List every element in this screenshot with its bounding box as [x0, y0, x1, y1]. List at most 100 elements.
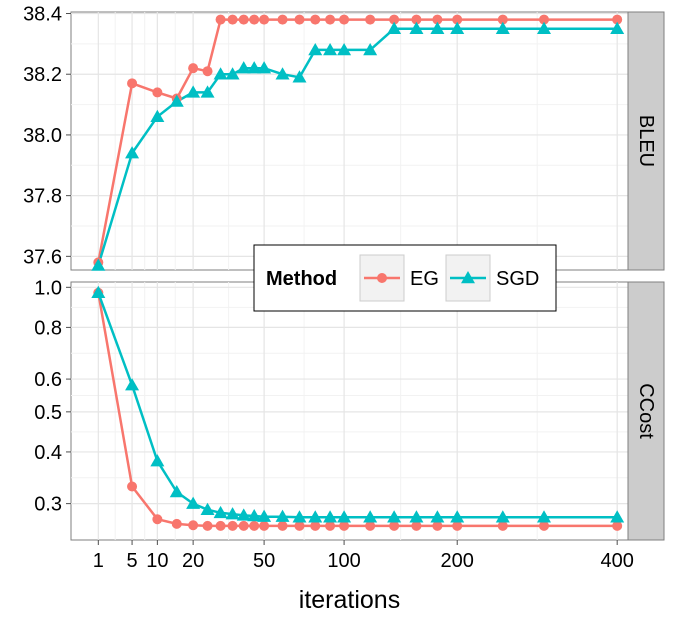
- panel-ccost-series-eg-point: [152, 514, 163, 525]
- panel-ccost-series-sgd-point: [323, 510, 338, 523]
- panel-ccost-series-sgd-point: [610, 510, 625, 523]
- panel-ccost-series-sgd-point: [125, 378, 140, 391]
- panel-ccost-series-sgd-point: [363, 510, 378, 523]
- panel-bleu-series-sgd-point: [213, 67, 228, 80]
- panel-bleu-series-sgd-point: [125, 146, 140, 159]
- panel-ccost-y-tick-label: 0.8: [34, 317, 62, 339]
- panel-bleu-series-eg-point: [612, 14, 623, 25]
- panel-ccost-y-tick-label: 1.0: [34, 277, 62, 299]
- panel-bleu-series-eg-point: [389, 14, 400, 25]
- legend-label-eg: EG: [410, 268, 439, 290]
- panel-ccost-series-sgd-point: [308, 510, 323, 523]
- panel-ccost-series-eg-point: [127, 481, 138, 492]
- x-tick-label: 50: [253, 550, 275, 572]
- panel-bleu-series-sgd-point: [537, 21, 552, 34]
- panel-ccost-series-sgd-point: [337, 510, 352, 523]
- panel-bleu-series-eg-point: [294, 14, 305, 25]
- panel-bleu-series-eg-point: [452, 14, 463, 25]
- panel-ccost-series-eg-point: [259, 520, 270, 531]
- panel-bleu-series-eg-point: [202, 66, 213, 77]
- x-tick-label: 1: [93, 550, 104, 572]
- x-tick-label: 20: [182, 550, 204, 572]
- panel-bleu-series-eg-point: [277, 14, 288, 25]
- panel-bleu-series-sgd-point: [323, 42, 338, 56]
- panel-bleu-y-tick-label: 38.0: [23, 125, 62, 147]
- panel-ccost-series-eg-point: [188, 520, 199, 531]
- panel-ccost-series-eg-point: [612, 520, 623, 531]
- panel-bleu-series-sgd-point: [450, 21, 465, 34]
- panel-bleu-series-sgd-point: [257, 61, 272, 74]
- panel-bleu-series-sgd-point: [430, 21, 445, 34]
- panel-bleu-series-eg-point: [249, 14, 260, 25]
- panel-ccost-series-sgd-point: [409, 510, 424, 523]
- legend-box: [253, 244, 557, 312]
- panel-ccost-series-eg-point: [539, 520, 550, 531]
- panel-bleu-strip: [627, 11, 665, 271]
- panel-bleu-series-sgd-point: [495, 21, 510, 34]
- panel-ccost-series-eg-point: [365, 520, 376, 531]
- panel-bleu-series-sgd-point: [236, 61, 251, 74]
- panel-ccost-series-eg-point: [249, 520, 260, 531]
- panel-bleu-series-sgd-point: [200, 85, 215, 98]
- panel-bleu-series-eg-point: [365, 14, 376, 25]
- panel-bleu-strip-label: BLEU: [635, 115, 657, 167]
- x-tick-label: 400: [600, 550, 633, 572]
- panel-ccost-series-eg-point: [215, 520, 226, 531]
- panel-bleu-series-eg-point: [497, 14, 508, 25]
- panel-ccost-series-eg-point: [432, 520, 443, 531]
- panel-ccost-series-sgd-point: [236, 508, 251, 521]
- panel-bleu-y-tick-label: 38.2: [23, 64, 62, 86]
- panel-bleu-series-eg-point: [325, 14, 336, 25]
- panel-ccost-series-sgd-point: [275, 509, 290, 522]
- panel-bleu-series-eg-point: [238, 14, 249, 25]
- x-tick-label: 10: [146, 550, 168, 572]
- panel-ccost-y-tick-label: 0.5: [34, 402, 62, 424]
- panel-bleu-y-tick-label: 37.8: [23, 186, 62, 208]
- panel-bleu-series-eg-point: [432, 14, 443, 25]
- panel-ccost-series-sgd-point: [430, 510, 445, 523]
- panel-bleu-series-eg-point: [259, 14, 270, 25]
- panel-bleu-series-eg-point: [215, 14, 226, 25]
- panel-ccost-series-eg-point: [389, 520, 400, 531]
- panel-bleu-series-sgd-point: [186, 85, 201, 98]
- panel-ccost-series-sgd-point: [186, 496, 201, 509]
- panel-ccost-series-sgd-point: [537, 510, 552, 523]
- panel-bleu-series-sgd-point: [169, 94, 184, 107]
- panel-bleu-series-sgd-point: [150, 109, 165, 122]
- panel-bleu-series-sgd-point: [363, 42, 378, 56]
- panel-ccost-series-sgd-point: [495, 510, 510, 523]
- panel-bleu-series-sgd-point: [337, 42, 352, 56]
- panel-ccost-series-eg-point: [325, 520, 336, 531]
- legend-label-sgd: SGD: [496, 268, 539, 290]
- x-tick-label: 200: [441, 550, 474, 572]
- panel-bleu-series-sgd-point: [247, 61, 262, 74]
- panel-ccost-series-eg-point: [310, 520, 321, 531]
- x-tick-label: 5: [127, 550, 138, 572]
- panel-bleu-y-tick-label: 37.6: [23, 246, 62, 268]
- panel-ccost-y-tick-label: 0.3: [34, 494, 62, 516]
- panel-bleu-series-eg-point: [152, 87, 163, 98]
- panel-bleu-series-sgd-point: [409, 21, 424, 34]
- panel-ccost-series-eg-point: [227, 520, 238, 531]
- panel-bleu-series-eg-point: [539, 14, 550, 25]
- panel-ccost-strip-label: CCost: [635, 383, 657, 439]
- panel-ccost-series-sgd-point: [387, 510, 402, 523]
- panel-bleu-series-eg-point: [310, 14, 321, 25]
- panel-ccost-series-sgd-point: [213, 505, 228, 519]
- panel-bleu-series-sgd-point: [225, 67, 240, 80]
- panel-ccost-series-sgd-point: [91, 285, 106, 299]
- panel-bleu-y-tick-label: 38.4: [23, 4, 62, 26]
- panel-ccost-series-eg-point: [411, 520, 422, 531]
- panel-bleu-series-eg-point: [188, 63, 199, 74]
- panel-bleu-series-eg-point: [127, 78, 138, 89]
- panel-ccost-series-sgd-point: [247, 509, 262, 522]
- panel-bleu-series-sgd-point: [387, 21, 402, 34]
- panel-ccost-series-eg-point: [452, 520, 463, 531]
- panel-ccost-strip: [627, 281, 665, 541]
- panel-bleu-series-eg-point: [227, 14, 238, 25]
- panel-bleu-series-eg-point: [411, 14, 422, 25]
- panel-ccost-series-eg-point: [294, 520, 305, 531]
- legend-title: Method: [266, 268, 337, 290]
